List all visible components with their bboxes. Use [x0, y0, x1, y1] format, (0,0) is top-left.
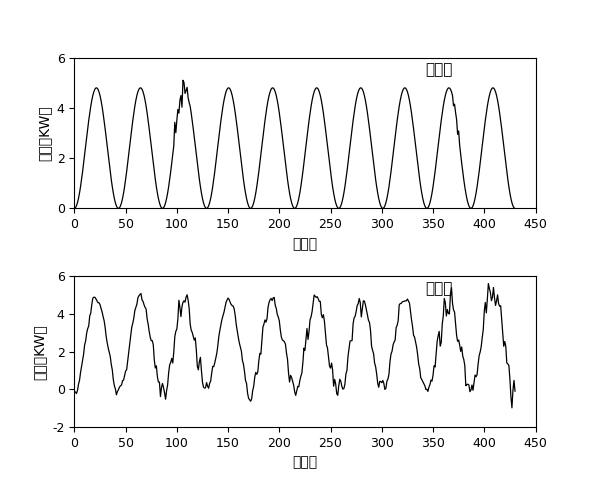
Text: 光滑型: 光滑型	[425, 62, 452, 77]
Text: 波动型: 波动型	[425, 281, 452, 296]
Y-axis label: 功率（KW）: 功率（KW）	[33, 324, 47, 380]
Y-axis label: 功率（KW）: 功率（KW）	[37, 105, 51, 161]
X-axis label: 数据点: 数据点	[292, 456, 318, 469]
X-axis label: 数据点: 数据点	[292, 237, 318, 251]
